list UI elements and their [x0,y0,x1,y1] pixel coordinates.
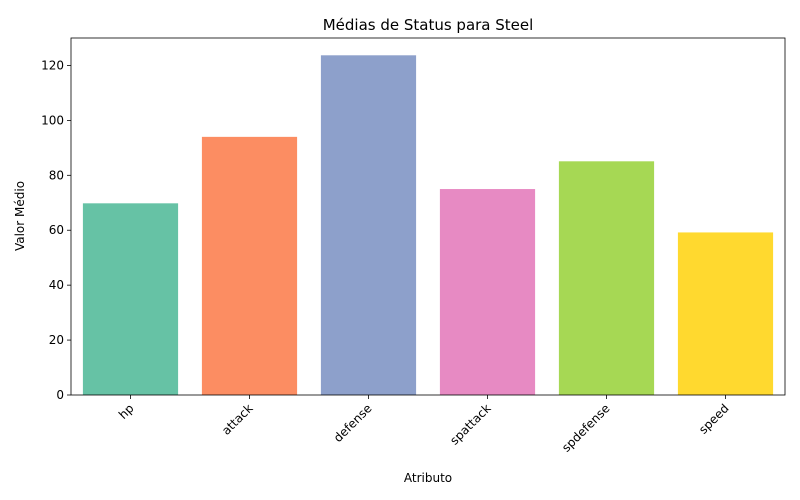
x-tick-label-attack: attack [219,401,256,438]
y-tick-label-20: 20 [49,333,64,347]
y-axis-label: Valor Médio [13,181,27,251]
y-tick-label-40: 40 [49,278,64,292]
y-tick-label-80: 80 [49,168,64,182]
x-tick-label-spdefense: spdefense [559,401,613,455]
x-tick-label-hp: hp [116,401,137,422]
bar-speed [677,232,774,395]
x-tick-label-defense: defense [331,401,375,445]
x-tick-label-spattack: spattack [447,401,493,447]
bar-group [82,55,774,395]
bar-attack [201,136,298,395]
bar-hp [82,203,179,395]
bar-spdefense [558,161,655,395]
chart-title: Médias de Status para Steel [323,16,534,34]
x-axis: hp attack defense spattack spdefense speed [116,395,732,455]
plot-frame [70,37,786,396]
bar-defense [320,55,417,395]
x-tick-label-speed: speed [696,401,732,437]
y-tick-label-60: 60 [49,223,64,237]
y-tick-label-0: 0 [56,388,64,402]
bar-spattack [439,189,536,395]
y-axis: 0 20 40 60 80 100 120 [41,58,71,402]
x-axis-label: Atributo [404,471,452,485]
y-tick-label-120: 120 [41,58,64,72]
y-tick-label-100: 100 [41,113,64,127]
